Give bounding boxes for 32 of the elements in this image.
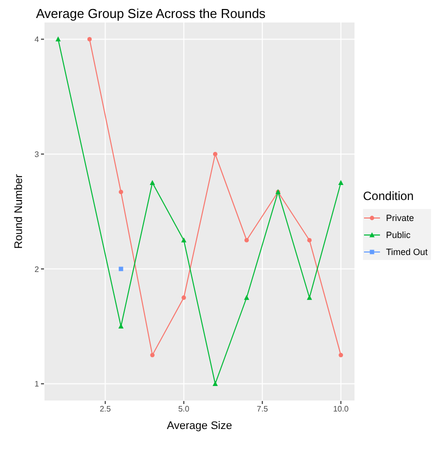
point <box>118 190 124 194</box>
legend-label: Private <box>386 212 414 222</box>
point <box>181 237 186 242</box>
x-tick-label: 2.5 <box>100 404 112 414</box>
point <box>118 266 124 272</box>
point <box>118 324 124 329</box>
point <box>150 180 155 185</box>
y-tick-label: 2 <box>34 264 40 274</box>
point <box>56 36 61 42</box>
legend-title: Condition <box>363 189 415 203</box>
point <box>338 352 344 358</box>
legend-label: Timed Out <box>386 246 428 256</box>
point <box>87 37 92 42</box>
y-axis-title: Round Number <box>12 174 25 249</box>
point <box>307 238 312 242</box>
legend-label: Public <box>386 230 411 240</box>
x-tick-label: 5.0 <box>178 404 190 414</box>
y-tick-label: 1 <box>34 380 40 389</box>
point <box>244 294 250 300</box>
point <box>213 152 218 156</box>
x-axis-title: Average Size <box>166 420 232 432</box>
point <box>150 352 155 358</box>
point <box>182 295 186 300</box>
point <box>212 380 218 386</box>
x-tick-label: 10.0 <box>333 404 350 414</box>
x-tick-label: 7.5 <box>256 404 268 414</box>
y-tick-label: 4 <box>34 35 40 44</box>
point <box>244 238 249 242</box>
point <box>338 180 344 185</box>
point <box>306 294 312 300</box>
y-tick-label: 3 <box>34 150 40 159</box>
chart-title: Average Group Size Across the Rounds <box>36 6 266 21</box>
